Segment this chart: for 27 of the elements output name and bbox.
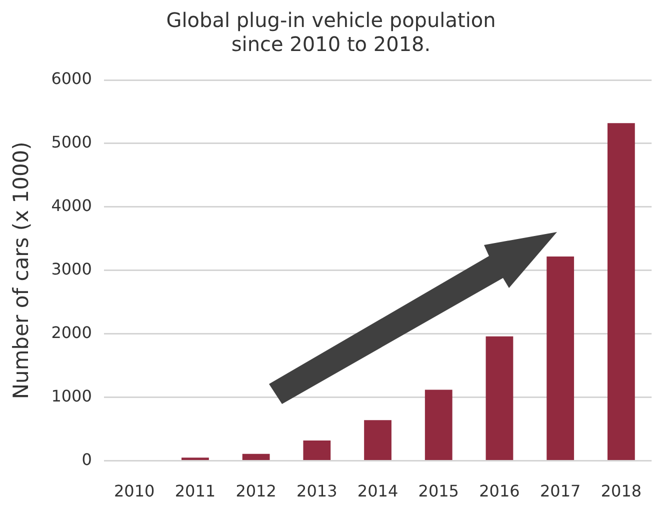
- x-tick-label: 2018: [600, 482, 642, 501]
- bar: [182, 458, 209, 460]
- y-tick-label: 5000: [51, 132, 92, 152]
- bar: [546, 256, 574, 460]
- text: Global plug-in vehicle population: [166, 8, 496, 32]
- bar: [242, 454, 270, 460]
- x-tick-label: 2017: [540, 482, 581, 501]
- y-axis-title: Number of cars (x 1000): [9, 142, 34, 400]
- y-tick-label: 4000: [51, 196, 92, 216]
- text: since 2010 to 2018.: [231, 32, 431, 56]
- bar: [608, 123, 635, 460]
- x-tick-label: 2011: [174, 482, 216, 501]
- x-tick-label: 2014: [357, 482, 398, 501]
- x-tick-label: 2010: [114, 482, 155, 501]
- x-tick-label: 2012: [236, 482, 276, 501]
- y-tick-label: 2000: [51, 323, 92, 342]
- x-tick-label: 2013: [296, 482, 338, 501]
- bar: [364, 420, 392, 460]
- y-tick-label: 6000: [51, 69, 92, 88]
- bar: [486, 336, 514, 460]
- y-tick-label: 0: [82, 450, 92, 469]
- y-tick-label: 1000: [51, 386, 92, 406]
- bar: [424, 390, 452, 460]
- x-tick-label: 2016: [479, 482, 520, 501]
- y-tick-label: 3000: [51, 260, 92, 279]
- x-tick-label: 2015: [418, 482, 459, 501]
- bar: [303, 440, 331, 460]
